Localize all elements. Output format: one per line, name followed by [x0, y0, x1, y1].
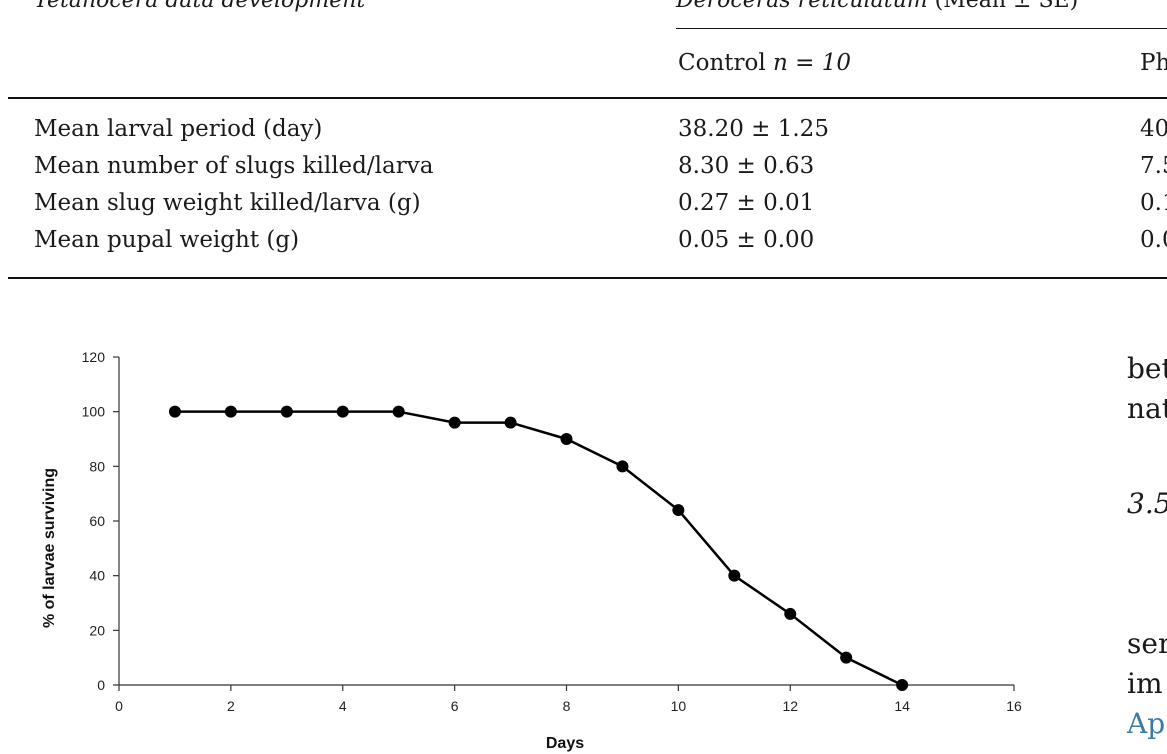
column-header-control-label: Control — [678, 50, 766, 76]
x-tick-label: 12 — [782, 698, 798, 714]
data-point — [336, 405, 349, 418]
row-label: Mean number of slugs killed/larva — [34, 153, 434, 179]
row-label: Mean larval period (day) — [34, 116, 323, 142]
row-ph-value: 0.17 — [1140, 190, 1167, 216]
column-header-ph: Ph n — [1140, 50, 1167, 77]
row-ph-value: 0.05 — [1140, 227, 1167, 253]
section-heading-text: 3.5 — [1127, 487, 1167, 520]
row-control-value: 8.30 ± 0.63 — [678, 153, 815, 179]
x-axis-label: Days — [546, 735, 584, 752]
data-point — [448, 416, 461, 429]
data-point — [392, 405, 405, 418]
table-stub-header: Tetanocera data development — [34, 0, 365, 13]
row-ph-value: 40.0 — [1140, 116, 1167, 142]
x-tick-label: 4 — [339, 698, 347, 714]
data-point — [784, 607, 797, 620]
citation-link[interactable]: Ap — [1127, 707, 1166, 740]
row-label: Mean slug weight killed/larva (g) — [34, 190, 421, 216]
group-header-rule — [676, 28, 1167, 29]
body-text-line: ser — [1127, 627, 1167, 660]
data-point — [224, 405, 237, 418]
row-control-value: 0.05 ± 0.00 — [678, 227, 815, 253]
y-axis-label: % of larvae surviving — [41, 468, 58, 628]
column-header-control: Control n = 10 — [678, 50, 851, 77]
x-tick-label: 10 — [671, 698, 687, 714]
row-control-value: 0.27 ± 0.01 — [678, 190, 815, 216]
body-text-line: nat — [1127, 392, 1167, 425]
data-point — [728, 569, 741, 582]
data-point — [560, 433, 573, 445]
y-tick-label: 60 — [89, 513, 105, 529]
stub-header-text: Tetanocera data development — [34, 0, 366, 13]
row-control-value: 38.20 ± 1.25 — [678, 116, 829, 142]
group-header-suffix: (Mean ± SE) — [934, 0, 1079, 13]
y-tick-label: 120 — [82, 349, 106, 365]
y-tick-label: 0 — [97, 677, 105, 693]
series-line — [174, 410, 903, 687]
x-tick-label: 6 — [451, 698, 459, 714]
y-tick-label: 100 — [82, 404, 106, 420]
data-point — [168, 405, 181, 418]
data-point — [840, 651, 853, 664]
species-name: Deroceras reticulatum — [676, 0, 928, 13]
survival-chart: 0 20 40 60 80 100 120 0 2 4 6 8 10 12 14 16 % of larvae… — [41, 349, 1022, 752]
row-ph-value: 7.50 — [1140, 153, 1167, 179]
table-bottom-rule — [8, 277, 1167, 279]
header-rule — [8, 97, 1167, 99]
x-tick-label: 14 — [894, 698, 910, 714]
x-tick-label: 2 — [227, 698, 235, 714]
column-header-ph-label: Ph — [1140, 50, 1167, 76]
section-heading: 3.5 — [1127, 487, 1167, 520]
y-tick-label: 80 — [89, 458, 105, 474]
data-point — [616, 460, 629, 473]
body-text-line: bet — [1127, 352, 1167, 385]
table-group-header: Deroceras reticulatum (Mean ± SE) — [676, 0, 1078, 13]
column-header-control-n: n = 10 — [773, 50, 851, 76]
y-tick-label: 40 — [89, 568, 105, 584]
chart-series — [168, 405, 909, 691]
y-tick-label: 20 — [89, 622, 105, 638]
data-point — [672, 504, 685, 517]
row-label: Mean pupal weight (g) — [34, 227, 300, 253]
x-tick-label: 0 — [115, 698, 123, 714]
x-tick-label: 16 — [1006, 698, 1022, 714]
x-tick-label: 8 — [563, 698, 571, 714]
data-point — [280, 405, 293, 418]
chart-axes: 0 20 40 60 80 100 120 0 2 4 6 8 10 12 14 16 — [82, 349, 1022, 714]
data-point — [504, 416, 517, 429]
body-text-line: im — [1127, 667, 1163, 700]
data-point — [896, 679, 909, 691]
